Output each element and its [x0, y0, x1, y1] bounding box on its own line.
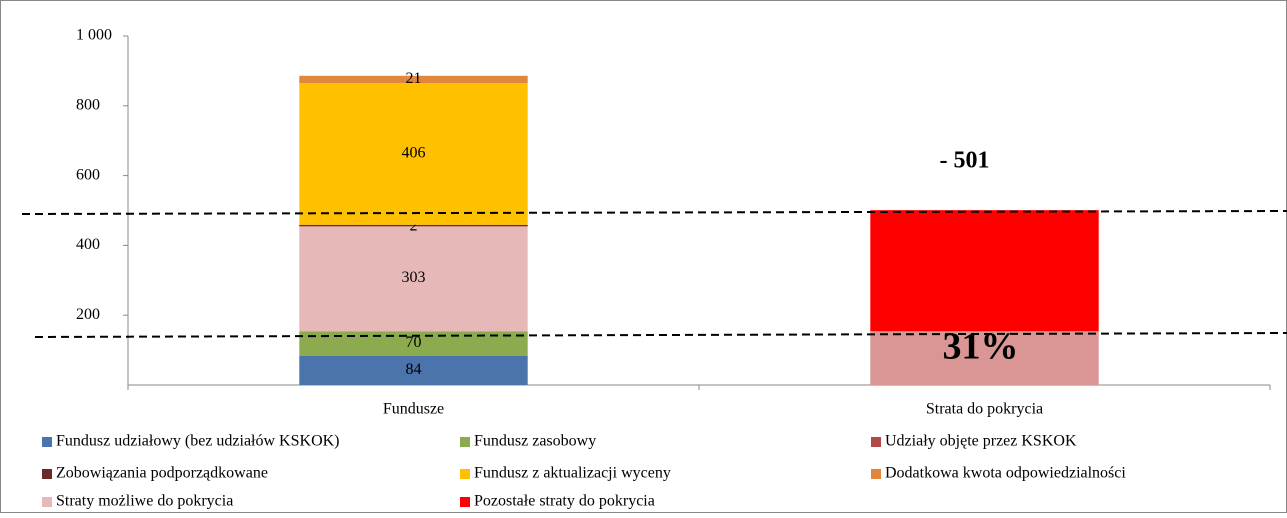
legend-label: Dodatkowa kwota odpowiedzialności	[885, 465, 1126, 482]
legend-swatch	[42, 469, 52, 479]
legend-swatch	[42, 497, 52, 507]
y-tick-label: 800	[76, 96, 100, 113]
data-label: 303	[402, 269, 426, 286]
legend-label: Pozostałe straty do pokrycia	[474, 493, 655, 510]
legend-label: Fundusz udziałowy (bez udziałów KSKOK)	[56, 433, 340, 450]
reference-line	[21, 210, 1287, 215]
bar-segment	[870, 331, 1099, 385]
bar-segment	[299, 75, 528, 84]
data-label: 21	[406, 70, 422, 87]
legend-swatch	[460, 497, 470, 507]
legend-label: Straty możliwe do pokrycia	[56, 493, 233, 510]
data-label: 2	[410, 217, 418, 234]
legend-swatch	[460, 437, 470, 447]
data-label: 70	[406, 334, 422, 351]
y-tick-label: 1 000	[76, 27, 112, 44]
y-tick-label: 400	[76, 236, 100, 253]
legend-label: Zobowiązania podporządkowane	[56, 465, 268, 482]
legend-swatch	[42, 437, 52, 447]
data-label: 84	[406, 361, 422, 378]
bar-segment	[870, 210, 1099, 332]
annotation: - 501	[940, 148, 990, 174]
annotation: 31%	[943, 326, 1019, 368]
bar-segment	[299, 225, 528, 332]
y-tick-label: 200	[76, 306, 100, 323]
legend-label: Fundusz zasobowy	[474, 433, 596, 450]
legend-swatch	[871, 437, 881, 447]
x-tick-label: Fundusze	[383, 401, 444, 418]
data-label: 406	[402, 145, 426, 162]
bar-segment	[299, 224, 528, 227]
reference-line	[34, 332, 1287, 338]
legend-swatch	[871, 469, 881, 479]
legend-label: Udziały objęte przez KSKOK	[885, 433, 1077, 450]
bar-segment	[299, 355, 528, 385]
bar-segment	[299, 83, 528, 225]
legend-label: Fundusz z aktualizacji wyceny	[474, 465, 671, 482]
x-tick-label: Strata do pokrycia	[926, 401, 1043, 418]
legend-swatch	[460, 469, 470, 479]
y-tick-label: 600	[76, 166, 100, 183]
